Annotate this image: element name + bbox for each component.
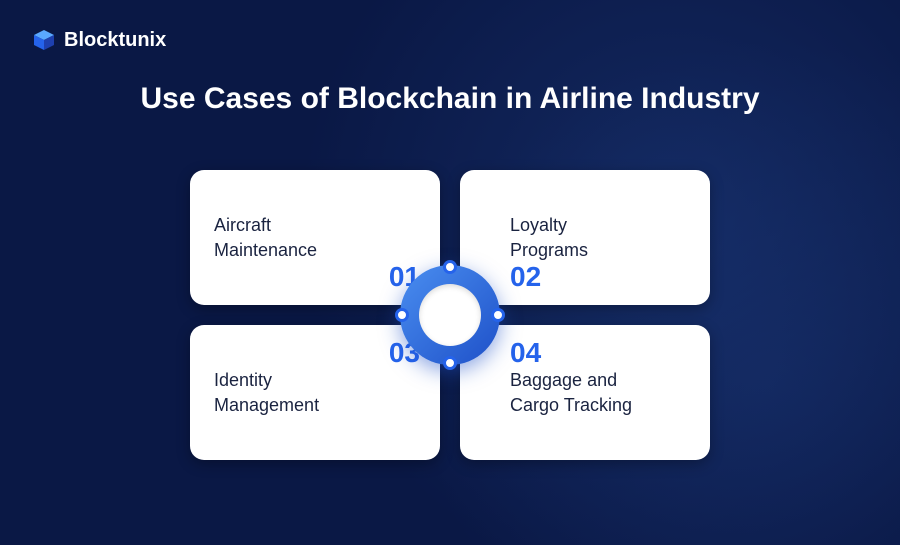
card-number: 04 xyxy=(510,337,541,369)
hub-connector-icon xyxy=(443,356,457,370)
card-number: 02 xyxy=(510,261,541,293)
brand-name: Blocktunix xyxy=(64,29,166,52)
brand-logo: Blocktunix xyxy=(32,28,166,52)
card-label: Loyalty Programs xyxy=(510,213,588,262)
use-case-grid: Aircraft Maintenance 01 Loyalty Programs… xyxy=(190,170,710,460)
card-label: Baggage and Cargo Tracking xyxy=(510,368,632,417)
hub-connector-icon xyxy=(491,308,505,322)
hub-core xyxy=(419,284,481,346)
card-label: Aircraft Maintenance xyxy=(214,213,317,262)
hub-connector-icon xyxy=(443,260,457,274)
center-hub xyxy=(400,265,500,365)
hub-connector-icon xyxy=(395,308,409,322)
card-label: Identity Management xyxy=(214,368,319,417)
cube-icon xyxy=(32,28,56,52)
page-title: Use Cases of Blockchain in Airline Indus… xyxy=(140,82,759,116)
